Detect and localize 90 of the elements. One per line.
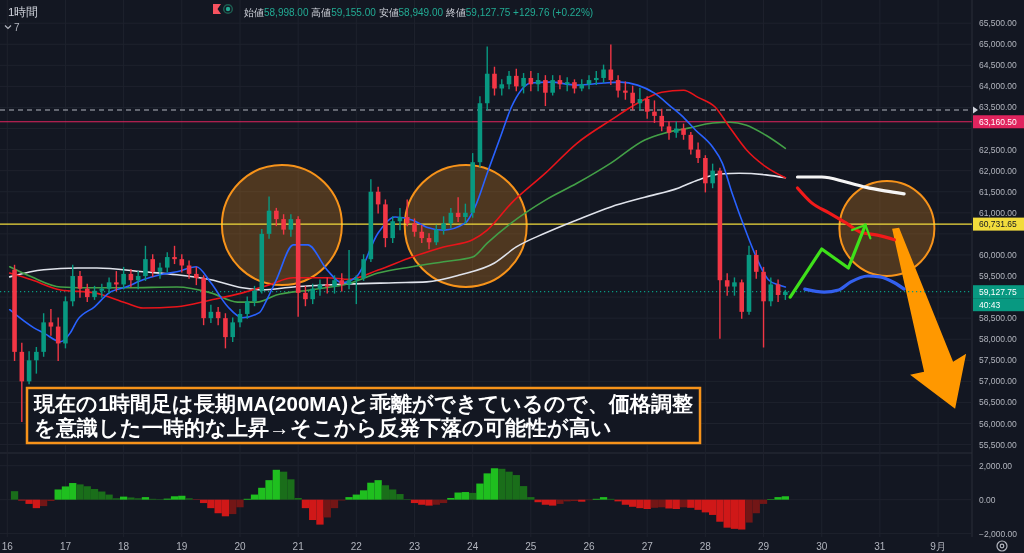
candlestick — [390, 216, 395, 243]
ref-line-label: 63,160.50 — [979, 116, 1018, 127]
candlestick — [666, 121, 672, 140]
candlestick — [492, 66, 497, 96]
candlestick — [106, 277, 112, 294]
y-tick-label: 58,500.00 — [979, 313, 1018, 324]
candlestick — [223, 313, 228, 349]
candlestick — [252, 285, 257, 307]
candlestick — [34, 346, 39, 374]
candlestick — [543, 75, 548, 107]
candlestick — [244, 296, 250, 319]
x-tick-label: 26 — [583, 540, 596, 552]
candlestick — [514, 68, 519, 92]
candlestick — [143, 245, 148, 281]
y-tick-label: 57,500.00 — [979, 355, 1018, 366]
candlestick — [652, 100, 657, 123]
y-tick-label: 65,500.00 — [979, 18, 1018, 29]
x-tick-label: 24 — [467, 540, 479, 552]
text: 始値58,998.00 高値59,155.00 安値58,949.00 終値59,127.75 +129.76 (+0.22%) — [244, 6, 594, 18]
y-tick-label: 60,000.00 — [979, 249, 1018, 260]
x-tick-label: 17 — [59, 540, 72, 552]
candlestick — [317, 279, 323, 296]
candlestick — [114, 271, 119, 292]
candlestick — [615, 75, 621, 98]
y-tick-label: 55,500.00 — [979, 439, 1018, 450]
x-tick-label: 18 — [118, 540, 130, 552]
x-tick-label: 20 — [234, 540, 246, 552]
y-tick-label: 64,500.00 — [979, 60, 1018, 71]
x-tick-label: 9月 — [930, 540, 946, 552]
candlestick — [230, 317, 235, 343]
y-tick-label: 58,000.00 — [979, 334, 1018, 345]
x-tick-label: 22 — [350, 540, 363, 552]
y-tick-label: 62,000.00 — [979, 165, 1018, 176]
text: 40:43 — [979, 299, 1001, 310]
y-tick-label: 62,500.00 — [979, 144, 1018, 155]
y-tick-label: 0.00 — [979, 494, 996, 505]
y-tick-label: 56,000.00 — [979, 418, 1018, 429]
candlestick — [48, 309, 54, 336]
candlestick — [710, 163, 715, 189]
x-tick-label: 31 — [874, 540, 886, 552]
candlestick — [463, 203, 468, 225]
x-tick-label: 29 — [757, 540, 770, 552]
candlestick — [150, 254, 155, 277]
x-tick-label: 23 — [408, 540, 421, 552]
candlestick — [303, 285, 308, 307]
y-tick-label: 65,000.00 — [979, 39, 1018, 50]
bar — [141, 497, 150, 500]
y-tick-label: 59,500.00 — [979, 271, 1018, 282]
bar — [469, 492, 477, 500]
candlestick — [361, 254, 366, 281]
y-tick-label: 63,500.00 — [979, 102, 1018, 113]
candlestick — [164, 252, 170, 273]
candlestick — [644, 96, 650, 119]
candlestick — [354, 275, 359, 305]
x-tick-label: 27 — [641, 540, 654, 552]
candlestick — [550, 75, 555, 96]
candlestick — [77, 271, 83, 298]
bar — [578, 499, 586, 502]
x-tick-label: 25 — [525, 540, 537, 552]
x-tick-label: 28 — [699, 540, 712, 552]
y-tick-label: 2,000.00 — [979, 460, 1013, 471]
candlestick — [434, 224, 439, 246]
x-tick-label: 30 — [816, 540, 828, 552]
bar — [119, 496, 128, 500]
y-tick-label: 56,500.00 — [979, 397, 1018, 408]
x-tick-label: 16 — [1, 540, 14, 552]
text: 1時間 — [8, 6, 39, 18]
candlestick — [288, 214, 294, 237]
ref-line-label: 59,127.75 — [979, 286, 1018, 297]
ref-line-label: 60,731.65 — [979, 219, 1018, 230]
y-tick-label: −2,000.00 — [979, 528, 1018, 539]
y-tick-label: 64,000.00 — [979, 81, 1018, 92]
y-tick-label: 61,500.00 — [979, 186, 1018, 197]
candlestick — [404, 199, 410, 227]
bar — [10, 491, 19, 500]
candlestick — [630, 85, 635, 111]
candlestick — [775, 279, 781, 302]
y-tick-label: 57,000.00 — [979, 376, 1018, 387]
x-tick-label: 21 — [292, 540, 305, 552]
annotation: 現在の1時間足は長期MA(200MA)と乖離ができているので、価格調整を意識した一時的な上昇→そこから反発下落の可能性が高い — [33, 391, 694, 441]
y-tick-label: 61,000.00 — [979, 207, 1018, 218]
candlestick — [281, 214, 286, 235]
line-series — [795, 186, 897, 242]
x-tick-label: 19 — [176, 540, 188, 552]
candlestick — [121, 266, 126, 290]
annotation: 7 — [14, 21, 20, 33]
candlestick — [724, 273, 730, 296]
candlestick — [521, 73, 526, 94]
candlestick — [659, 108, 665, 132]
candlestick — [753, 250, 759, 279]
